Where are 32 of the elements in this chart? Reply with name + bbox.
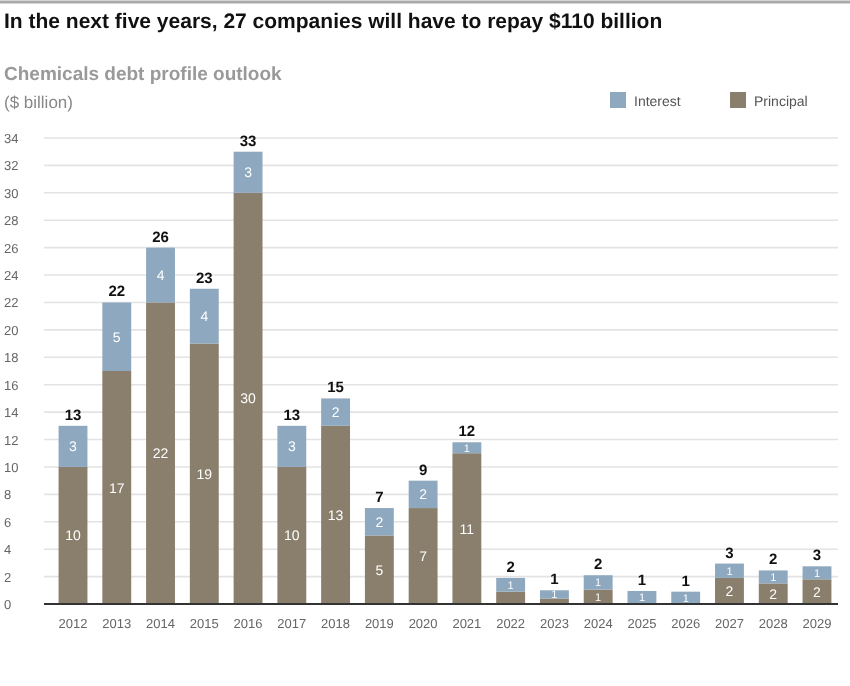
y-axis-title: ($ billion) (4, 92, 74, 112)
bar (452, 453, 482, 604)
bar (58, 466, 88, 604)
bar (715, 563, 744, 578)
bar (408, 480, 438, 509)
bar (539, 590, 569, 599)
bar (496, 577, 526, 592)
bar (58, 425, 88, 467)
bar (364, 535, 394, 604)
bar (189, 288, 219, 344)
bar (715, 577, 744, 604)
bar (321, 398, 351, 426)
bar (146, 302, 175, 604)
bar (102, 302, 132, 371)
chart-title: In the next five years, 27 companies will have to repay $110 billion (4, 10, 663, 34)
bar (452, 442, 482, 454)
bar (321, 425, 351, 604)
bar (802, 566, 832, 580)
bar (758, 570, 788, 584)
bar (189, 343, 219, 604)
bar (233, 151, 263, 193)
bar (408, 508, 438, 604)
bar (364, 508, 394, 536)
bar (146, 247, 175, 303)
bar (102, 371, 132, 604)
chart-subtitle: Chemicals debt profile outlook (4, 64, 284, 86)
bar (496, 591, 526, 604)
bar (583, 575, 613, 590)
bar (277, 466, 307, 604)
bar (277, 425, 307, 467)
bar (758, 583, 788, 604)
bar (233, 192, 263, 604)
